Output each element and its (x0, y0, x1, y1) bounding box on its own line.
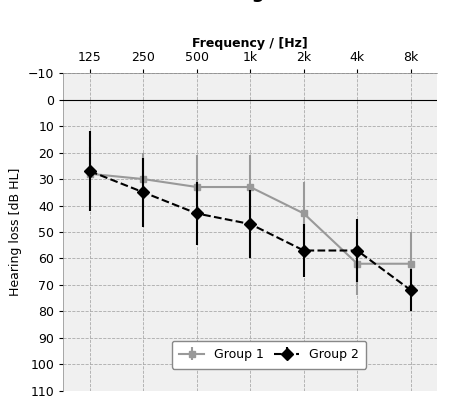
Y-axis label: Hearing loss [dB HL]: Hearing loss [dB HL] (9, 168, 22, 296)
Title: Audiogram: Audiogram (195, 0, 305, 2)
Legend: Group 1, Group 2: Group 1, Group 2 (172, 341, 366, 369)
X-axis label: Frequency / [Hz]: Frequency / [Hz] (193, 37, 308, 50)
